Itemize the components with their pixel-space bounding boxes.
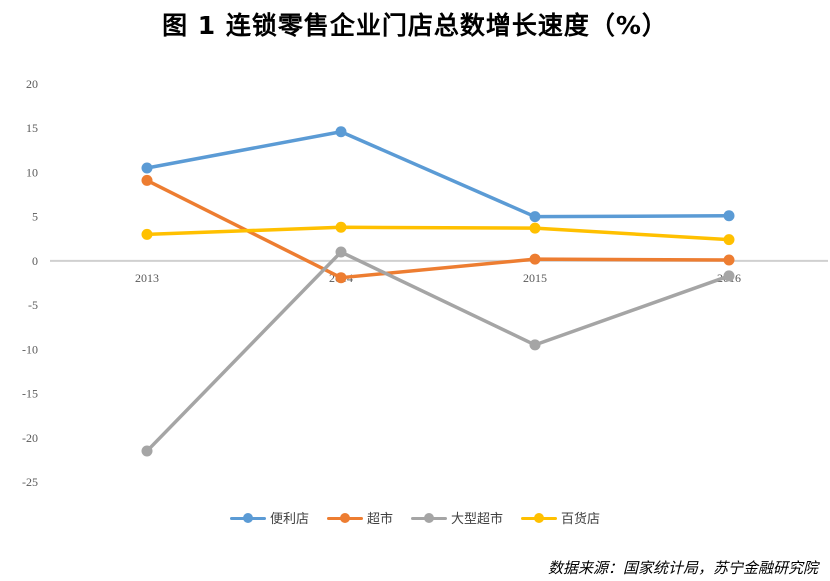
- legend-item: 便利店: [229, 508, 309, 527]
- data-point-0-2: [529, 211, 541, 223]
- data-point-1-2: [529, 253, 541, 265]
- legend-label: 百货店: [561, 512, 601, 527]
- y-tick-label: -10: [22, 342, 38, 356]
- x-axis-ticks: 2013201420152016: [135, 271, 741, 285]
- series-line-1: [145, 178, 731, 280]
- legend-item: 超市: [326, 508, 393, 527]
- y-tick-label: -25: [22, 475, 38, 489]
- data-point-1-0: [141, 174, 153, 186]
- legend-label: 便利店: [269, 512, 309, 527]
- legend-marker-icon: [326, 511, 363, 525]
- series-lines: [145, 130, 731, 453]
- y-tick-label: 5: [32, 210, 38, 224]
- x-tick-label: 2013: [135, 271, 159, 285]
- chart-legend: 便利店 超市 大型超市 百货店: [0, 508, 830, 527]
- y-axis-ticks: 20 15 10 5 0 -5 -10 -15 -20 -25: [22, 77, 38, 489]
- data-point-0-1: [335, 126, 347, 138]
- legend-item: 百货店: [521, 508, 600, 527]
- legend-item: 大型超市: [411, 508, 503, 527]
- legend-label: 大型超市: [451, 512, 504, 527]
- data-point-0-3: [723, 210, 735, 222]
- chart-title: 图 1 连锁零售企业门店总数增长速度（%）: [162, 11, 668, 40]
- y-tick-label: 10: [26, 165, 38, 179]
- y-tick-label: -20: [22, 431, 38, 445]
- series-line-0: [145, 130, 731, 219]
- legend-label: 超市: [366, 512, 393, 527]
- y-tick-label: 0: [32, 254, 38, 268]
- data-point-1-1: [335, 272, 347, 284]
- data-point-2-2: [529, 339, 541, 351]
- data-point-2-0: [141, 445, 153, 457]
- y-tick-label: -15: [22, 387, 38, 401]
- data-point-2-3: [723, 270, 735, 282]
- legend-marker-icon: [521, 511, 558, 525]
- data-point-3-3: [723, 234, 735, 246]
- data-point-3-2: [529, 222, 541, 234]
- data-point-0-0: [141, 162, 153, 174]
- series-line-3: [145, 225, 731, 242]
- data-point-1-3: [723, 254, 735, 266]
- legend-marker-icon: [229, 511, 266, 525]
- series-line-2: [145, 250, 731, 453]
- data-point-2-1: [335, 246, 347, 258]
- data-point-3-0: [141, 228, 153, 240]
- y-tick-label: 20: [26, 77, 38, 91]
- series-points: [141, 126, 735, 457]
- x-tick-label: 2015: [523, 271, 547, 285]
- data-source-note: 数据来源：国家统计局，苏宁金融研究院: [547, 559, 818, 577]
- y-tick-label: 15: [26, 121, 38, 135]
- data-point-3-1: [335, 221, 347, 233]
- y-tick-label: -5: [28, 298, 38, 312]
- legend-marker-icon: [411, 511, 447, 525]
